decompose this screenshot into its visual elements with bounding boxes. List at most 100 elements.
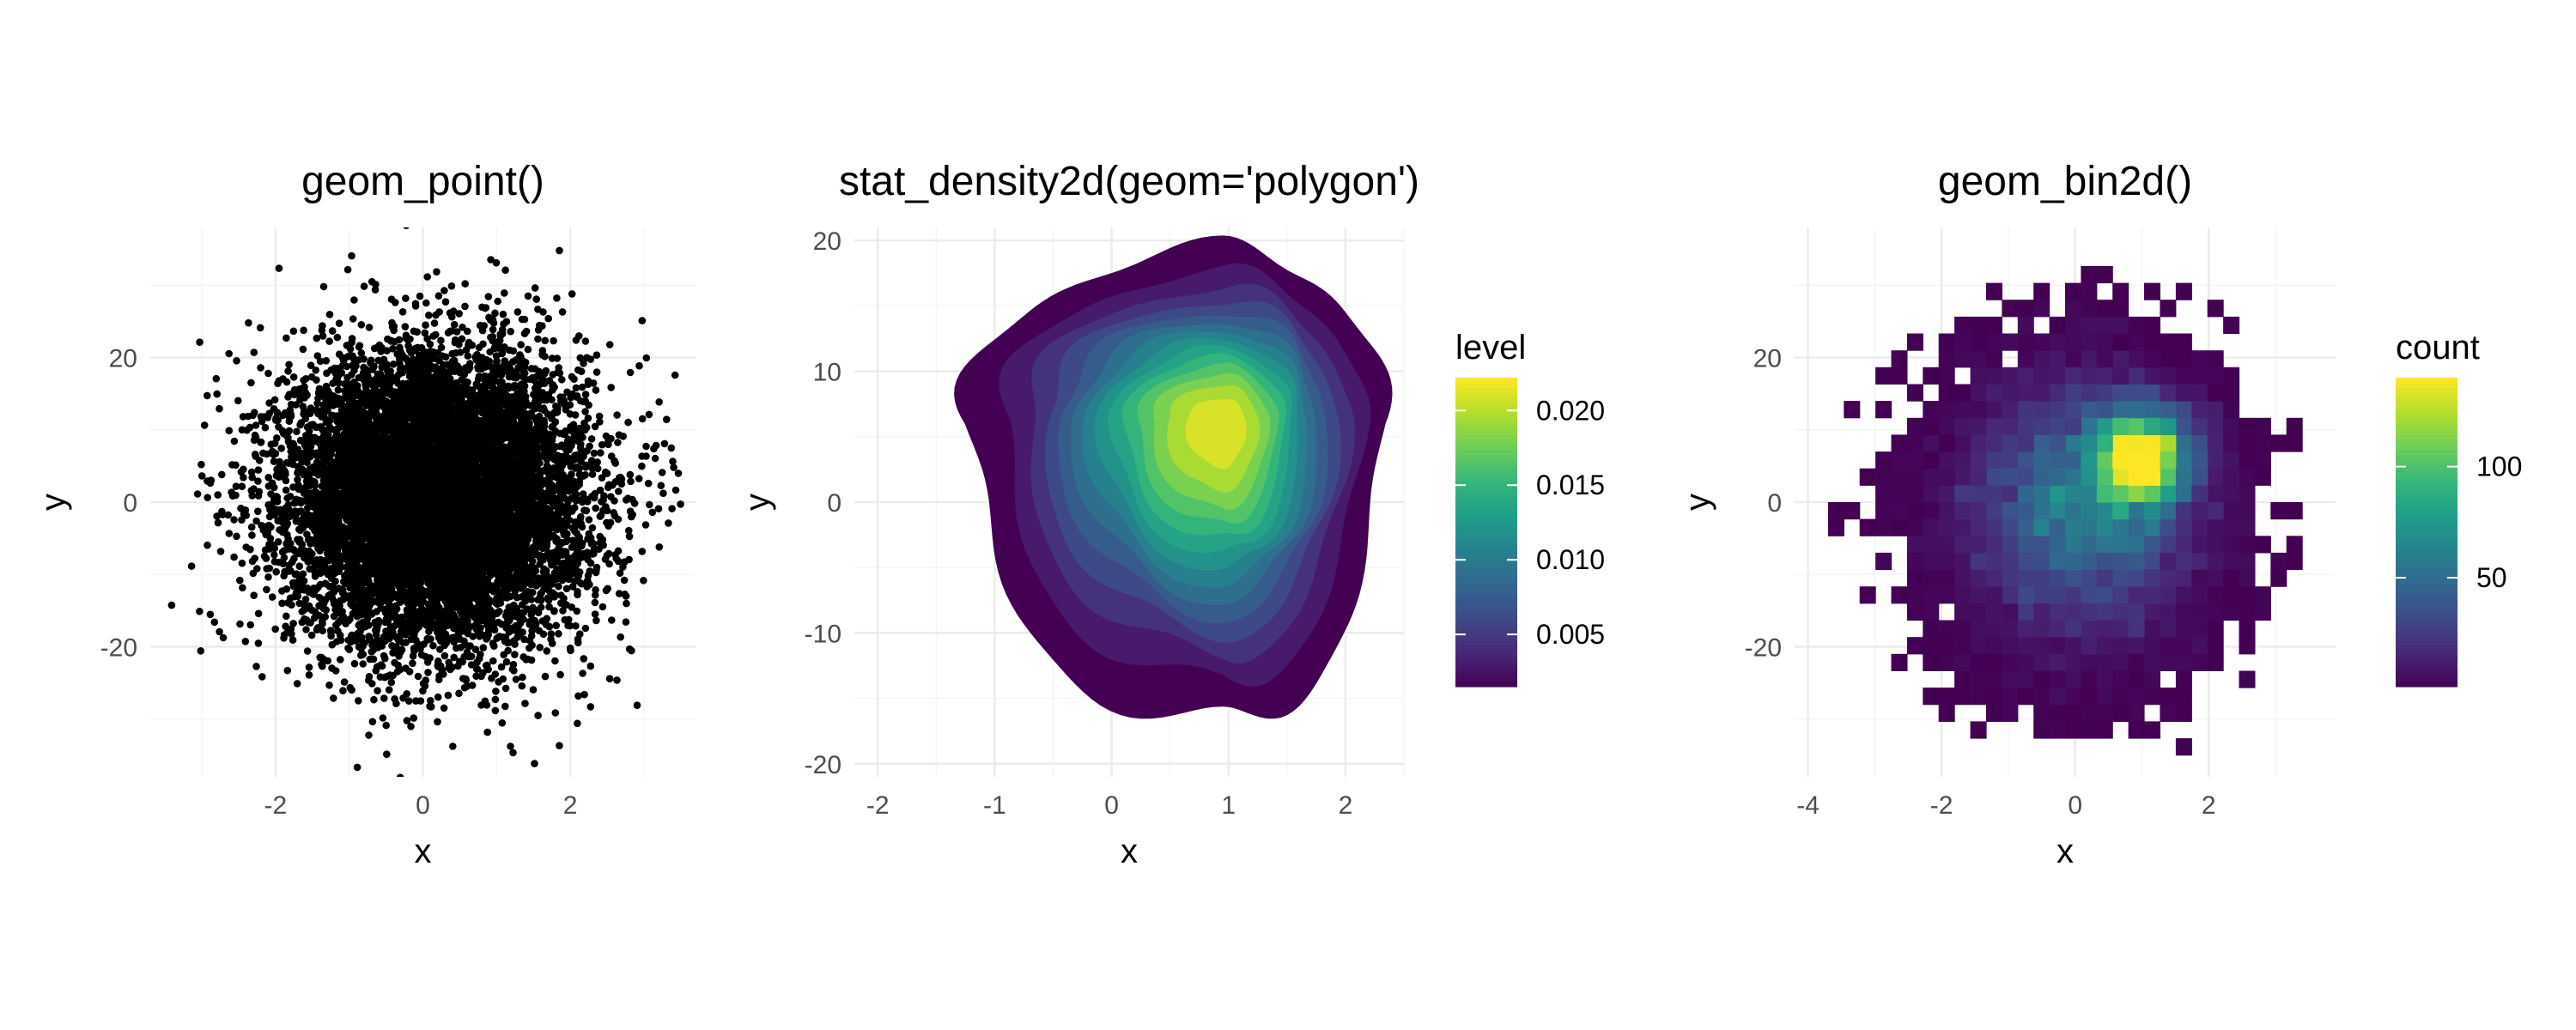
scatter-point — [392, 299, 399, 306]
scatter-point — [217, 470, 226, 479]
scatter-point — [562, 585, 571, 593]
scatter-point — [532, 295, 540, 303]
scatter-point — [548, 639, 556, 647]
scatter-point — [210, 618, 219, 627]
scatter-point — [625, 555, 633, 564]
scatter-point — [448, 349, 456, 358]
scatter-point — [511, 651, 519, 658]
scatter-point — [312, 367, 320, 374]
scatter-point — [461, 280, 469, 288]
scatter-point — [387, 678, 396, 687]
scatter-point — [422, 652, 430, 661]
scatter-point — [207, 476, 216, 484]
scatter-point — [196, 338, 204, 347]
scatter-point — [350, 296, 358, 304]
scatter-point — [598, 536, 607, 544]
scatter-point — [302, 626, 310, 633]
scatter-point — [588, 524, 597, 532]
scatter-point — [701, 337, 708, 345]
scatter-point — [370, 695, 378, 704]
scatter-point — [425, 312, 433, 319]
scatter-point — [307, 361, 315, 370]
scatter-point — [645, 410, 653, 419]
scatter-point — [456, 348, 465, 356]
scatter-point — [586, 703, 595, 711]
scatter-point — [430, 319, 439, 327]
scatter-point — [509, 748, 517, 757]
scatter-point — [254, 609, 263, 618]
scatter-point — [597, 449, 605, 457]
scatter-point — [258, 673, 266, 681]
scatter-point — [274, 538, 283, 546]
scatter-point — [501, 684, 510, 693]
scatter-point — [598, 440, 606, 449]
scatter-point — [536, 644, 544, 651]
scatter-point — [265, 399, 273, 407]
scatter-point — [651, 454, 659, 463]
scatter-point — [658, 469, 666, 476]
scatter-point — [293, 427, 301, 436]
scatter-point — [284, 505, 293, 513]
scatter-point — [626, 470, 635, 479]
scatter-point — [230, 437, 239, 445]
scatter-point — [605, 675, 614, 682]
scatter-point — [357, 321, 366, 329]
scatter-point — [236, 576, 244, 585]
scatter-point — [526, 637, 534, 645]
scatter-point — [401, 323, 410, 330]
scatter-point — [325, 337, 333, 345]
scatter-point — [491, 309, 499, 318]
scatter-point — [625, 532, 634, 541]
scatter-point — [529, 686, 538, 694]
scatter-point — [197, 647, 205, 655]
scatter-point — [239, 584, 246, 592]
scatter-point — [561, 615, 569, 624]
scatter-point — [491, 695, 500, 704]
scatter-point — [167, 601, 176, 609]
scatter-point — [670, 464, 677, 471]
scatter-point — [541, 672, 550, 681]
scatter-point — [592, 386, 600, 394]
scatter-point — [555, 582, 562, 591]
scatter-point — [389, 345, 397, 353]
scatter-point — [254, 639, 263, 647]
scatter-point — [241, 638, 250, 645]
scatter-point — [576, 354, 585, 362]
scatter-point — [233, 532, 240, 541]
scatter-point — [498, 719, 507, 727]
scatter-point — [216, 548, 225, 555]
scatter-point — [627, 477, 635, 486]
scatter-point — [552, 402, 560, 410]
scatter-point — [422, 299, 430, 307]
scatter-point — [491, 670, 500, 678]
scatter-point — [480, 322, 488, 330]
scatter-point — [249, 569, 258, 578]
scatter-point — [444, 691, 453, 700]
scatter-point — [483, 661, 491, 670]
scatter-point — [472, 672, 480, 680]
scatter-point — [247, 379, 255, 387]
scatter-point — [407, 723, 415, 730]
scatter-point — [280, 634, 288, 642]
scatter-point — [640, 577, 647, 585]
scatter-point — [283, 612, 290, 621]
scatter-point — [638, 548, 647, 555]
scatter-point — [197, 460, 205, 469]
scatter-point — [263, 565, 271, 573]
scatter-point — [357, 349, 366, 357]
scatter-point — [429, 641, 437, 650]
scatter-point — [303, 647, 312, 655]
scatter-point — [581, 408, 589, 415]
scatter-point — [320, 798, 328, 806]
scatter-point — [289, 620, 297, 627]
scatter-point — [450, 653, 458, 662]
scatter-point — [372, 667, 380, 675]
scatter-point — [598, 474, 606, 482]
scatter-points — [167, 227, 708, 806]
scatter-point — [339, 687, 347, 694]
scatter-point — [528, 627, 536, 635]
scatter-point — [305, 671, 313, 679]
scatter-point — [592, 351, 601, 360]
scatter-point — [339, 596, 347, 603]
